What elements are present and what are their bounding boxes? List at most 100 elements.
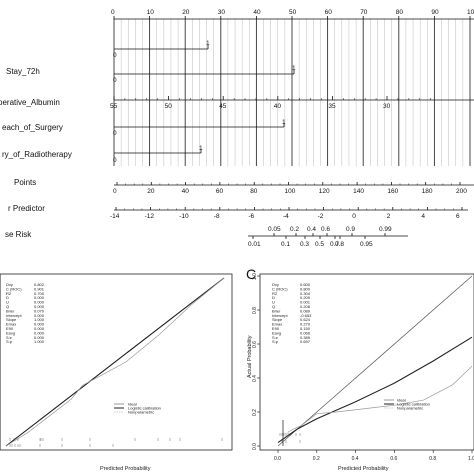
right-xlabel: Predicted Probability [338,466,389,472]
surgery-row: 0 1 [113,119,286,137]
calibration-right: C 0.0 0.2 0.4 0.6 0.8 1.0 0.0 0.2 0.4 0.6 0.8 1.0 D… [242,262,474,474]
risk-lower-label: 0.7 [330,241,339,248]
stat-name: S:z [6,335,12,340]
right-y-tick-label: 0.0 [252,443,258,450]
left-legend-logistic: Logistic calibration [128,406,161,411]
stat-value: 0.000 [34,326,45,331]
points-tick-label: 50 [289,9,297,16]
right-x-tick-label: 0.4 [352,456,359,462]
right-legend-ideal: Ideal [397,398,406,403]
total-tick-label: 160 [387,188,398,195]
stat-name: Emax [272,322,282,327]
risk-lower-label: 0.1 [281,241,290,248]
right-legend-nonparam: Nonparametric [397,406,423,411]
series-logistic-calibration [5,277,225,447]
right-legend-logistic: Logistic calibration [397,402,430,407]
right-stats-table: Dxy 0.600 C (ROC) 0.800 R2 0.304 D 0.209 U 0.001 Q… [272,282,312,344]
total-tick-label: 0 [113,188,117,195]
stat-value: 0.279 [300,322,311,327]
albumin-row: 55 50 45 40 35 30 [110,96,474,110]
stat-value: 0.089 [300,308,311,313]
stay-row: 0 1 [113,40,210,59]
stat-name: Q [272,304,275,309]
lp-tick-label: -6 [248,213,254,220]
total-tick-label: 100 [285,188,296,195]
stat-name: U [272,300,275,305]
stat-value: 0.901 [34,286,45,291]
points-tick-label: 80 [396,9,404,16]
radiotherapy-row: 0 1 [113,145,203,164]
total-tick-label: 180 [422,188,433,195]
total-tick-label: 200 [456,188,467,195]
right-y-tick-label: 0.2 [252,409,258,416]
stat-name: Slope [272,317,283,322]
risk-lower-label: 0.95 [360,241,373,248]
stat-value: 0.000 [34,304,45,309]
risk-upper-label: 0.99 [379,226,392,233]
albumin-tick-label: 40 [274,103,282,110]
stat-name: Dxy [6,282,13,287]
albumin-tick-label: 50 [165,103,173,110]
right-rug [279,420,301,446]
row-label-albumin: perative_Albumin [0,98,60,107]
risk-upper-label: 0.05 [268,226,281,233]
stat-name: R2 [6,291,12,296]
right-x-tick-label: 0.2 [313,456,320,462]
albumin-tick-label: 30 [383,103,391,110]
stat-value: 0.150 [300,326,311,331]
row-label-surgery: each_of_Surgery [2,123,63,132]
row-label-points: Points [14,178,36,187]
risk-lower-label: 0.8 [335,241,344,248]
lp-tick-label: -8 [214,213,220,220]
points-tick-label: 0 [111,9,115,16]
stat-value: 1.000 [34,339,45,344]
risk-lower-label: 0.3 [300,241,309,248]
points-tick-label: 60 [325,9,333,16]
left-xlabel: Predicted Probability [100,466,151,472]
total-tick-label: 40 [182,188,190,195]
total-tick-label: 60 [216,188,224,195]
right-x-tick-label: 0.0 [274,456,281,462]
stat-value: 0.389 [300,335,311,340]
stat-name: S:p [6,339,13,344]
stat-value: -0.653 [300,313,312,318]
albumin-tick-label: 35 [328,103,336,110]
stat-name: S:z [272,335,278,340]
stat-value: 0.624 [300,317,311,322]
stat-name: Eavg [272,330,281,335]
lp-tick-label: -14 [110,213,120,220]
lp-tick-label: 4 [421,213,425,220]
stat-name: R2 [272,291,278,296]
stat-value: 0.000 [34,330,45,335]
lp-tick-label: 6 [456,213,460,220]
series-nonparametric [287,365,473,433]
stat-name: C (ROC) [6,286,22,291]
lp-tick-label: 0 [352,213,356,220]
albumin-tick-label: 45 [219,103,227,110]
stat-value: 0.000 [34,295,45,300]
stat-value: 0.697 [300,339,311,344]
stat-value: 0.070 [34,308,45,313]
risk-lower-label: 0.5 [315,241,324,248]
lp-tick-label: -2 [318,213,324,220]
risk-upper-label: 0.4 [307,226,316,233]
stat-name: E90 [6,326,14,331]
stat-name: U [6,300,9,305]
stat-value: 0.208 [300,304,311,309]
right-y-tick-label: 0.6 [252,341,258,348]
left-legend-nonparam: Nonparametric [128,410,154,415]
lp-tick-label: 2 [387,213,391,220]
stat-name: S:p [272,339,279,344]
points-tick-label: 100 [467,9,474,16]
surgery-tick-0: 0 [113,130,117,137]
stat-name: Dxy [272,282,279,287]
total-tick-label: 20 [147,188,155,195]
points-tick-label: 70 [360,9,368,16]
stat-value: 0.068 [300,330,311,335]
lp-tick-label: -10 [179,213,189,220]
right-ylabel: Actual Probability [247,335,253,378]
right-axes: 0.0 0.2 0.4 0.6 0.8 1.0 0.0 0.2 0.4 0.6 0.8 1.0 [252,273,474,462]
stat-value: 0.000 [34,335,45,340]
row-label-risk: se Risk [5,230,32,239]
stat-name: Intercept [272,313,288,318]
